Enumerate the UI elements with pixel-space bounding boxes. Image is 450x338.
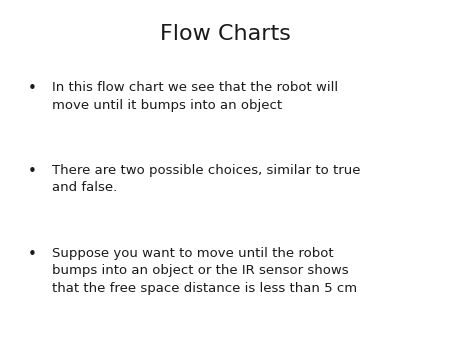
Text: •: • (28, 81, 37, 96)
Text: In this flow chart we see that the robot will
move until it bumps into an object: In this flow chart we see that the robot… (52, 81, 338, 112)
Text: Suppose you want to move until the robot
bumps into an object or the IR sensor s: Suppose you want to move until the robot… (52, 247, 357, 295)
Text: There are two possible choices, similar to true
and false.: There are two possible choices, similar … (52, 164, 360, 194)
Text: •: • (28, 247, 37, 262)
Text: Flow Charts: Flow Charts (160, 24, 290, 44)
Text: •: • (28, 164, 37, 179)
